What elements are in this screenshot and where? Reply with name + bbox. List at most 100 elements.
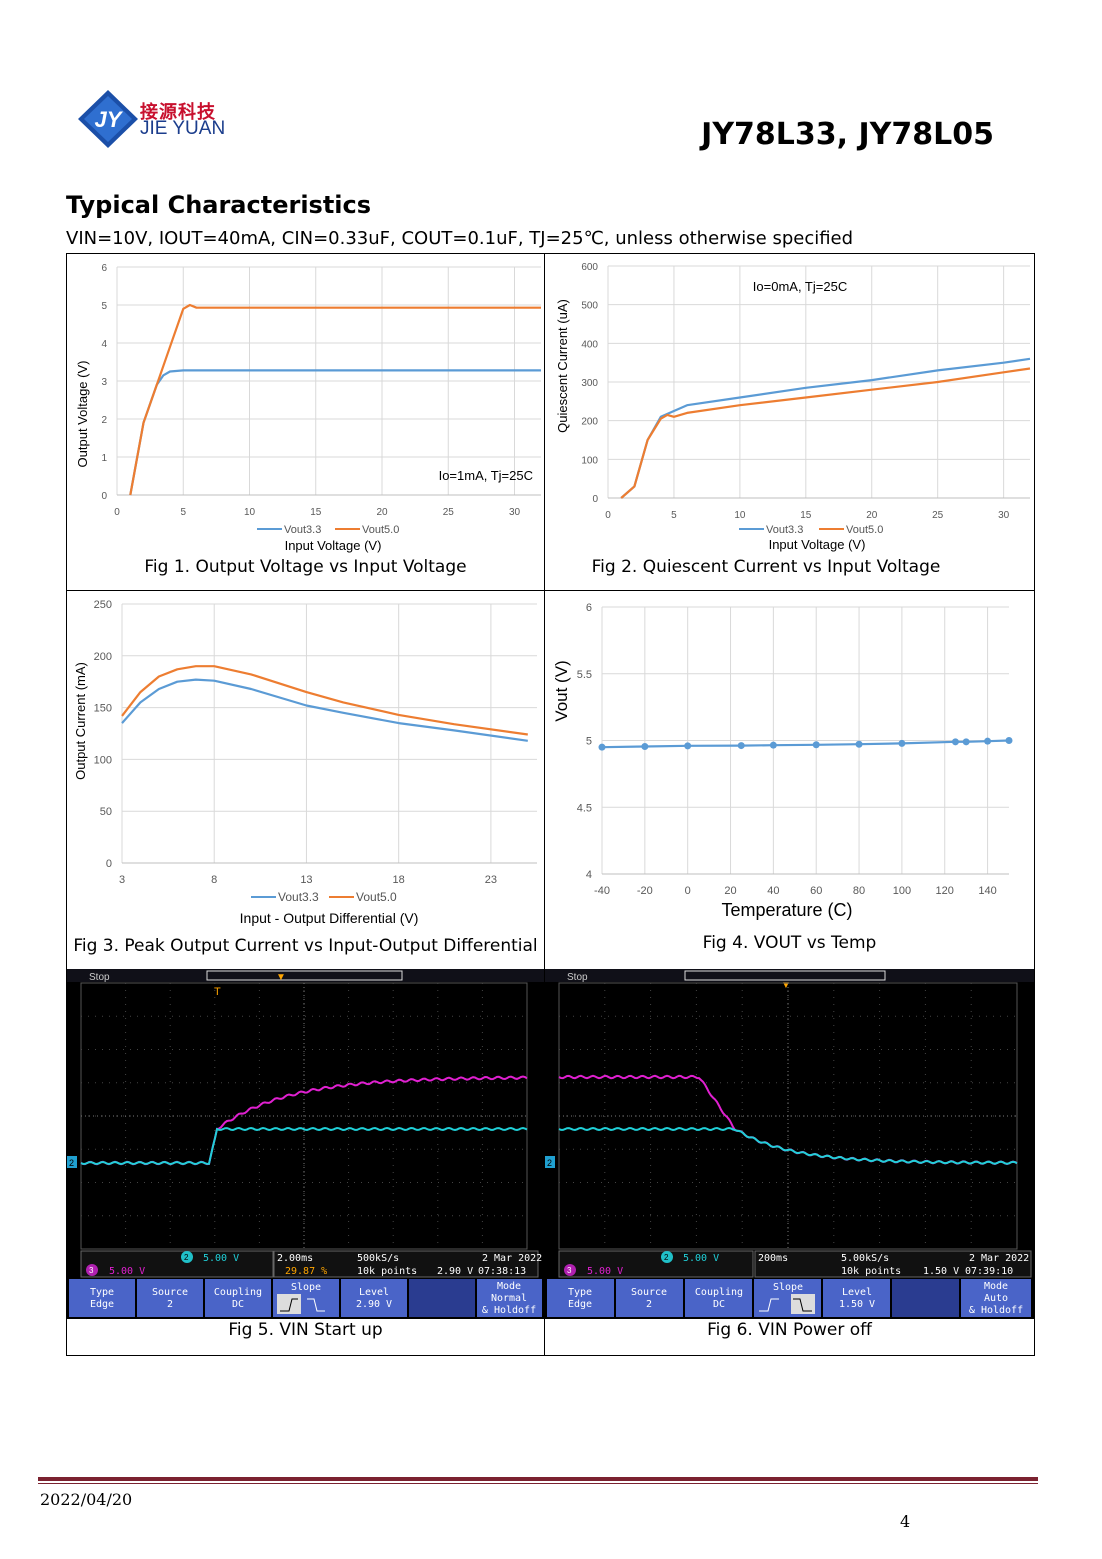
- fig4-xtick: 120: [936, 885, 954, 897]
- logo-cn-text: 接源科技: [140, 102, 216, 123]
- fig4-plot-area: 4 4.5 5 5.5 6 -40 -20 0 20 40 60 80 100 120 140: [577, 602, 1013, 897]
- footer-rule: [38, 1477, 1038, 1481]
- fig3-series-0: [121, 678, 528, 742]
- fig2-ytick: 0: [592, 494, 598, 505]
- fig4-point: [951, 738, 959, 746]
- fig4-xtick: 100: [893, 885, 911, 897]
- fig3-series-1: [121, 665, 528, 736]
- svg-text:Mode: Mode: [984, 1281, 1008, 1292]
- svg-text:Edge: Edge: [568, 1299, 592, 1310]
- fig4-xtick: 40: [767, 885, 779, 897]
- fig5-time: 07:38:13: [478, 1266, 526, 1277]
- fig1-ytick: 6: [101, 263, 107, 274]
- svg-text:Slope: Slope: [291, 1282, 321, 1293]
- fig3-xlabel: Input - Output Differential (V): [240, 910, 419, 926]
- fig3-legend-vout50: Vout5.0: [356, 890, 397, 904]
- svg-text:Level: Level: [842, 1287, 872, 1298]
- fig5-menu: Type Edge Source 2 Coupling DC Slope Lev…: [69, 1279, 542, 1317]
- fig1-xtick: 30: [509, 507, 521, 518]
- svg-text:Normal: Normal: [491, 1293, 527, 1304]
- svg-text:1.50 V: 1.50 V: [839, 1299, 875, 1310]
- fig3-caption: Fig 3. Peak Output Current vs Input-Outp…: [73, 936, 538, 956]
- fig4-xtick: -40: [594, 885, 610, 897]
- fig4-series-0: [601, 739, 1010, 749]
- svg-text:▼: ▼: [781, 980, 791, 991]
- fig3-legend-vout33: Vout3.3: [278, 890, 319, 904]
- fig1-xlabel: Input Voltage (V): [285, 538, 382, 553]
- fig2-annotation: Io=0mA, Tj=25C: [753, 279, 847, 294]
- fig2-ylabel: Quiescent Current (uA): [555, 299, 570, 433]
- svg-text:& Holdoff: & Holdoff: [482, 1305, 536, 1316]
- fig4-ytick: 4.5: [577, 802, 592, 814]
- fig1-ytick: 0: [101, 491, 107, 502]
- fig5-graticule: [80, 982, 528, 1250]
- fig4-xtick: -20: [637, 885, 653, 897]
- svg-text:Type: Type: [568, 1287, 592, 1298]
- fig4-point: [1005, 737, 1013, 744]
- fig2-xtick: 5: [671, 510, 677, 521]
- fig3-xtick: 3: [119, 874, 125, 886]
- fig5-ch2-trace: [80, 1126, 528, 1166]
- fig6-date: 2 Mar 2022: [969, 1253, 1029, 1264]
- fig4-ytick: 5.5: [577, 669, 592, 681]
- footer-date: 2022/04/20: [40, 1490, 133, 1509]
- fig2-caption: Fig 2. Quiescent Current vs Input Voltag…: [591, 557, 941, 577]
- fig1-ytick: 3: [101, 377, 107, 388]
- fig4-ytick: 6: [586, 602, 592, 614]
- fig2-xtick: 25: [932, 510, 944, 521]
- fig1-series-1: [129, 303, 541, 496]
- logo-en-text: JIE YUAN: [140, 118, 226, 139]
- fig3-xtick: 13: [300, 874, 312, 886]
- section-title: Typical Characteristics: [66, 191, 372, 219]
- fig1-xtick: 20: [376, 507, 388, 518]
- fig4-ytick: 4: [586, 869, 592, 881]
- page-number: 4: [900, 1512, 911, 1531]
- fig2-xtick: 10: [734, 510, 746, 521]
- fig3-xtick: 23: [485, 874, 497, 886]
- fig4-point: [598, 743, 606, 751]
- fig2-xtick: 15: [800, 510, 812, 521]
- fig1-xtick: 5: [180, 507, 186, 518]
- fig2-ytick: 300: [581, 378, 598, 389]
- fig1-xtick: 15: [310, 507, 322, 518]
- fig3-xtick: 18: [393, 874, 405, 886]
- fig6-graticule: [558, 982, 1018, 1250]
- svg-text:Edge: Edge: [90, 1299, 114, 1310]
- fig4-point: [684, 742, 692, 750]
- fig1-ylabel: Output Voltage (V): [75, 361, 90, 468]
- svg-text:2: 2: [664, 1253, 669, 1262]
- fig6-ch2-scale: 5.00 V: [683, 1253, 719, 1264]
- fig2-legend-vout33: Vout3.3: [766, 524, 803, 536]
- fig1-legend-vout33: Vout3.3: [284, 524, 321, 536]
- fig4-point: [898, 739, 906, 747]
- fig2-series-1: [620, 367, 1031, 499]
- fig5-trig-level: 2.90 V: [437, 1266, 473, 1277]
- fig5-ch3-scale: 5.00 V: [109, 1266, 145, 1277]
- fig6-scope: Stop ▼ 2 3 5.00 V 2 5.00 V 200ms 5.00kS/…: [545, 969, 1034, 1319]
- fig2-plot-area: 0 100 200 300 400 500 600 0 5 10 15 20 25 30: [581, 262, 1031, 521]
- fig5-scope: Stop ▼ T 2 3 5.00 V 2 5.00 V 2.00ms 29.8…: [67, 969, 544, 1319]
- svg-text:3: 3: [89, 1266, 94, 1275]
- svg-text:& Holdoff: & Holdoff: [969, 1305, 1023, 1316]
- fig6-menu: Type Edge Source 2 Coupling DC Slope Lev…: [547, 1279, 1031, 1317]
- svg-text:Source: Source: [152, 1287, 188, 1298]
- fig1-caption: Fig 1. Output Voltage vs Input Voltage: [144, 557, 467, 577]
- fig3-xtick: 8: [211, 874, 217, 886]
- fig1-ytick: 4: [101, 339, 107, 350]
- svg-text:Slope: Slope: [773, 1282, 803, 1293]
- svg-text:2: 2: [547, 1158, 552, 1168]
- fig4-point: [737, 742, 745, 750]
- conditions-text: VIN=10V, IOUT=40mA, CIN=0.33uF, COUT=0.1…: [66, 228, 854, 249]
- fig3-ytick: 150: [94, 703, 112, 715]
- fig3-plot-area: 0 50 100 150 200 250 3 8 13 18 23: [94, 599, 537, 886]
- fig4-xtick: 0: [685, 885, 691, 897]
- fig2-ytick: 100: [581, 455, 598, 466]
- fig6-timebase: 200ms: [758, 1253, 788, 1264]
- svg-text:Source: Source: [631, 1287, 667, 1298]
- svg-text:2: 2: [167, 1299, 173, 1310]
- fig4-ytick: 5: [586, 736, 592, 748]
- fig1-xtick: 0: [114, 507, 120, 518]
- svg-text:2: 2: [69, 1158, 74, 1168]
- fig4-point: [812, 741, 820, 749]
- fig2-ytick: 200: [581, 417, 598, 428]
